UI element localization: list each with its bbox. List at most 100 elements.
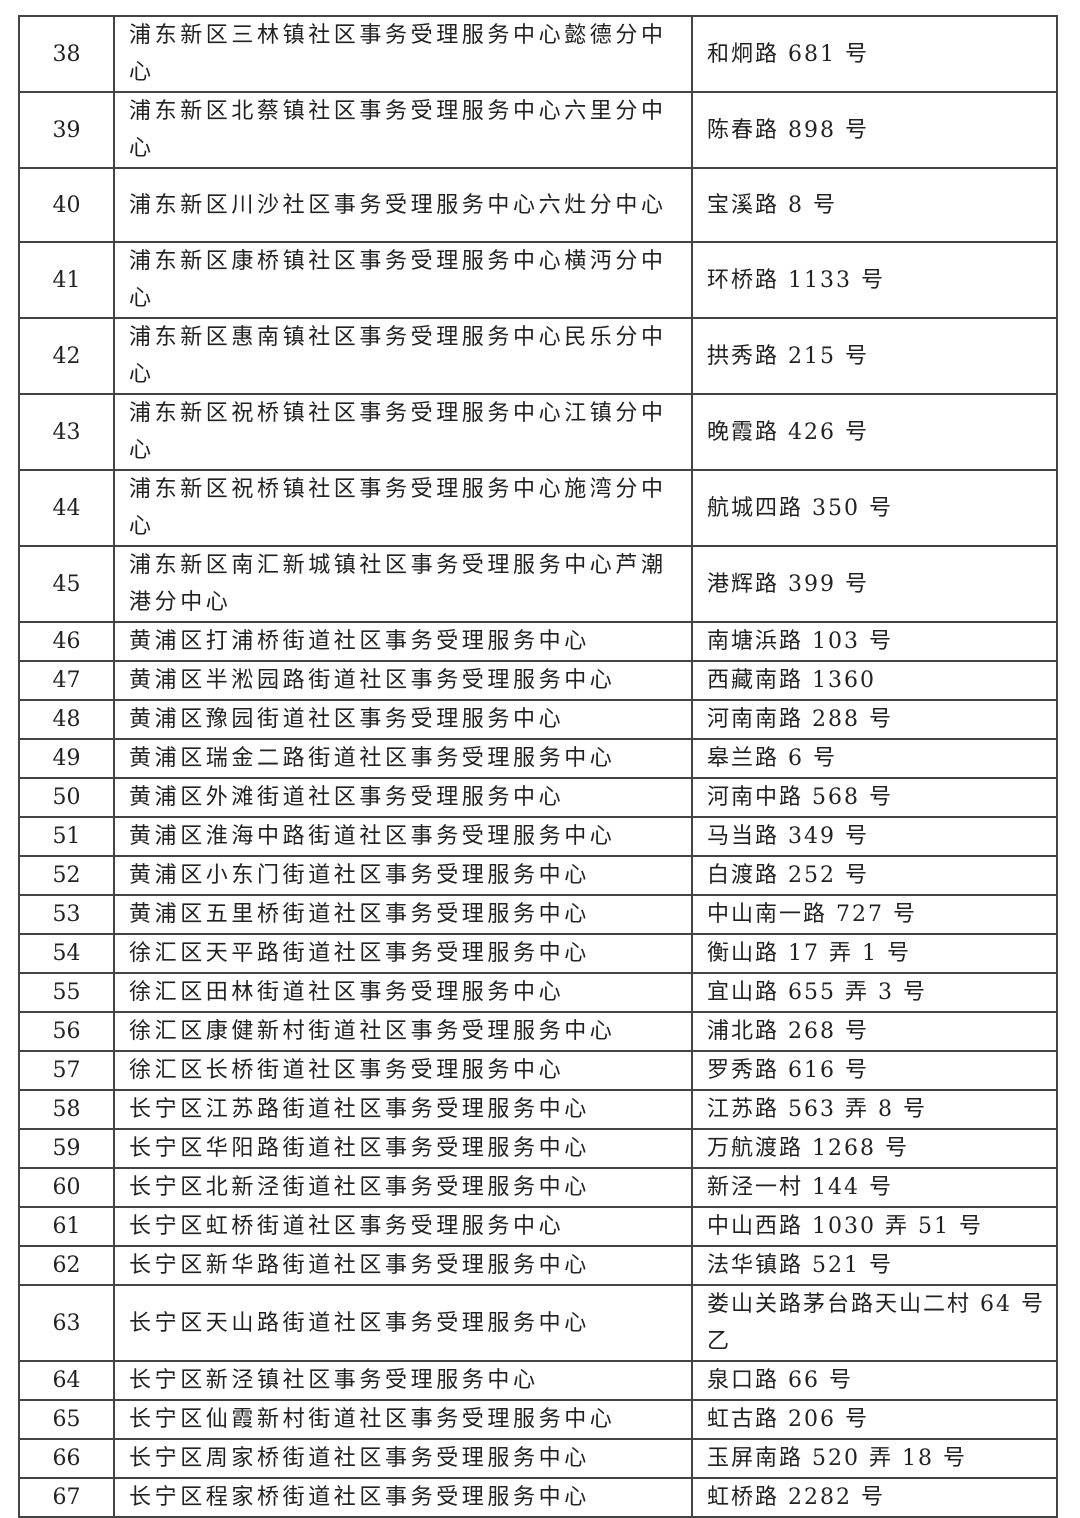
center-name: 浦东新区南汇新城镇社区事务受理服务中心芦潮港分中心 (129, 553, 667, 615)
center-name: 黄浦区瑞金二路街道社区事务受理服务中心 (129, 746, 616, 771)
row-number-cell: 38 (18, 15, 115, 93)
center-name-cell: 徐汇区田林街道社区事务受理服务中心 (113, 972, 693, 1013)
center-name: 长宁区天山路街道社区事务受理服务中心 (129, 1310, 590, 1336)
center-name: 长宁区新华路街道社区事务受理服务中心 (129, 1253, 590, 1278)
row-number-cell: 56 (18, 1011, 115, 1052)
row-number: 61 (52, 1214, 81, 1239)
row-number-cell: 48 (18, 699, 115, 740)
center-name-cell: 长宁区华阳路街道社区事务受理服务中心 (113, 1128, 693, 1169)
center-name-cell: 长宁区新泾镇社区事务受理服务中心 (113, 1360, 693, 1401)
center-address-cell: 航城四路 350 号 (691, 469, 1058, 547)
center-address-cell: 浦北路 268 号 (691, 1011, 1058, 1052)
center-address-cell: 泉口路 66 号 (691, 1360, 1058, 1401)
center-name-cell: 浦东新区祝桥镇社区事务受理服务中心施湾分中心 (113, 469, 693, 547)
service-center-table: 38 浦东新区三林镇社区事务受理服务中心懿德分中心 和炯路 681 号 39 浦东新区北… (18, 15, 1058, 1518)
row-number: 48 (52, 707, 81, 732)
row-number: 49 (52, 746, 81, 771)
row-number-cell: 61 (18, 1206, 115, 1247)
center-address-cell: 中山西路 1030 弄 51 号 (691, 1206, 1058, 1247)
center-name: 长宁区江苏路街道社区事务受理服务中心 (129, 1097, 590, 1122)
center-address-cell: 江苏路 563 弄 8 号 (691, 1089, 1058, 1130)
center-name: 徐汇区田林街道社区事务受理服务中心 (129, 980, 565, 1005)
center-address-cell: 拱秀路 215 号 (691, 317, 1058, 395)
center-name: 长宁区北新泾街道社区事务受理服务中心 (129, 1175, 590, 1200)
table-row: 45 浦东新区南汇新城镇社区事务受理服务中心芦潮港分中心 港辉路 399 号 (18, 545, 1058, 623)
row-number-cell: 59 (18, 1128, 115, 1169)
center-name: 长宁区周家桥街道社区事务受理服务中心 (129, 1446, 590, 1471)
table-row: 58 长宁区江苏路街道社区事务受理服务中心 江苏路 563 弄 8 号 (18, 1089, 1058, 1130)
table-row: 54 徐汇区天平路街道社区事务受理服务中心 衡山路 17 弄 1 号 (18, 933, 1058, 974)
row-number-cell: 46 (18, 621, 115, 662)
center-name-cell: 长宁区新华路街道社区事务受理服务中心 (113, 1245, 693, 1286)
row-number: 45 (52, 571, 81, 597)
row-number: 38 (52, 41, 81, 67)
center-address-cell: 中山南一路 727 号 (691, 894, 1058, 935)
center-name-cell: 长宁区虹桥街道社区事务受理服务中心 (113, 1206, 693, 1247)
center-name: 徐汇区康健新村街道社区事务受理服务中心 (129, 1019, 616, 1044)
center-name: 浦东新区祝桥镇社区事务受理服务中心施湾分中心 (129, 477, 667, 539)
row-number: 57 (52, 1058, 81, 1083)
center-name-cell: 长宁区程家桥街道社区事务受理服务中心 (113, 1477, 693, 1518)
center-name-cell: 徐汇区康健新村街道社区事务受理服务中心 (113, 1011, 693, 1052)
row-number-cell: 64 (18, 1360, 115, 1401)
row-number-cell: 47 (18, 660, 115, 701)
row-number: 60 (52, 1175, 81, 1200)
row-number: 62 (52, 1253, 81, 1278)
table-row: 57 徐汇区长桥街道社区事务受理服务中心 罗秀路 616 号 (18, 1050, 1058, 1091)
center-address: 航城四路 350 号 (707, 495, 893, 521)
center-name: 浦东新区川沙社区事务受理服务中心六灶分中心 (129, 192, 667, 218)
table-row: 53 黄浦区五里桥街道社区事务受理服务中心 中山南一路 727 号 (18, 894, 1058, 935)
center-name: 长宁区新泾镇社区事务受理服务中心 (129, 1368, 539, 1393)
row-number-cell: 60 (18, 1167, 115, 1208)
row-number-cell: 39 (18, 91, 115, 169)
row-number-cell: 45 (18, 545, 115, 623)
table-row: 65 长宁区仙霞新村街道社区事务受理服务中心 虹古路 206 号 (18, 1399, 1058, 1440)
row-number-cell: 67 (18, 1477, 115, 1518)
center-address: 拱秀路 215 号 (707, 343, 869, 369)
row-number-cell: 62 (18, 1245, 115, 1286)
center-address-cell: 环桥路 1133 号 (691, 241, 1058, 319)
center-name-cell: 浦东新区惠南镇社区事务受理服务中心民乐分中心 (113, 317, 693, 395)
row-number-cell: 54 (18, 933, 115, 974)
table-row: 62 长宁区新华路街道社区事务受理服务中心 法华镇路 521 号 (18, 1245, 1058, 1286)
center-name: 浦东新区惠南镇社区事务受理服务中心民乐分中心 (129, 325, 667, 387)
center-address-cell: 宜山路 655 弄 3 号 (691, 972, 1058, 1013)
row-number: 64 (52, 1368, 81, 1393)
row-number: 42 (52, 343, 81, 369)
row-number-cell: 63 (18, 1284, 115, 1362)
row-number: 46 (52, 629, 81, 654)
row-number: 58 (52, 1097, 81, 1122)
center-address: 南塘浜路 103 号 (707, 629, 893, 654)
row-number: 54 (52, 941, 81, 966)
center-name: 浦东新区三林镇社区事务受理服务中心懿德分中心 (129, 23, 667, 85)
center-name: 浦东新区康桥镇社区事务受理服务中心横沔分中心 (129, 249, 667, 311)
row-number: 56 (52, 1019, 81, 1044)
table-row: 50 黄浦区外滩街道社区事务受理服务中心 河南中路 568 号 (18, 777, 1058, 818)
center-name-cell: 浦东新区康桥镇社区事务受理服务中心横沔分中心 (113, 241, 693, 319)
center-address-cell: 和炯路 681 号 (691, 15, 1058, 93)
center-name-cell: 浦东新区川沙社区事务受理服务中心六灶分中心 (113, 167, 693, 243)
center-name: 黄浦区打浦桥街道社区事务受理服务中心 (129, 629, 590, 654)
table-row: 39 浦东新区北蔡镇社区事务受理服务中心六里分中心 陈春路 898 号 (18, 91, 1058, 169)
center-address: 浦北路 268 号 (707, 1019, 869, 1044)
center-address-cell: 南塘浜路 103 号 (691, 621, 1058, 662)
center-name-cell: 长宁区周家桥街道社区事务受理服务中心 (113, 1438, 693, 1479)
center-address: 陈春路 898 号 (707, 117, 869, 143)
table-row: 43 浦东新区祝桥镇社区事务受理服务中心江镇分中心 晚霞路 426 号 (18, 393, 1058, 471)
center-address-cell: 衡山路 17 弄 1 号 (691, 933, 1058, 974)
center-name: 黄浦区外滩街道社区事务受理服务中心 (129, 785, 565, 810)
row-number-cell: 66 (18, 1438, 115, 1479)
center-address: 江苏路 563 弄 8 号 (707, 1097, 927, 1122)
center-address: 玉屏南路 520 弄 18 号 (707, 1446, 967, 1471)
center-address-cell: 虹古路 206 号 (691, 1399, 1058, 1440)
table-row: 66 长宁区周家桥街道社区事务受理服务中心 玉屏南路 520 弄 18 号 (18, 1438, 1058, 1479)
center-address-cell: 罗秀路 616 号 (691, 1050, 1058, 1091)
center-name: 徐汇区长桥街道社区事务受理服务中心 (129, 1058, 565, 1083)
row-number: 44 (52, 495, 81, 521)
row-number-cell: 42 (18, 317, 115, 395)
row-number-cell: 50 (18, 777, 115, 818)
row-number-cell: 49 (18, 738, 115, 779)
table-row: 63 长宁区天山路街道社区事务受理服务中心 娄山关路茅台路天山二村 64 号乙 (18, 1284, 1058, 1362)
center-address: 中山南一路 727 号 (707, 902, 917, 927)
center-name-cell: 黄浦区瑞金二路街道社区事务受理服务中心 (113, 738, 693, 779)
